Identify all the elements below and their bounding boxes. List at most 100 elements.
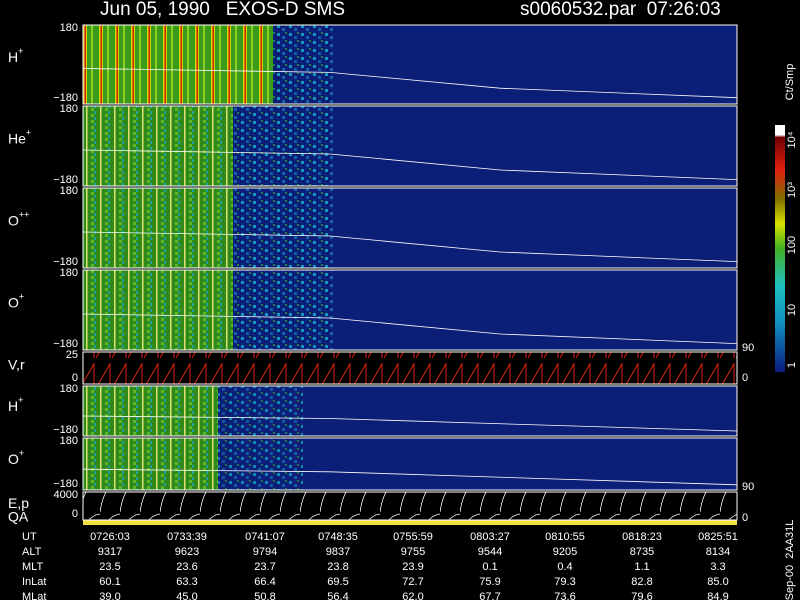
row-label: UT xyxy=(22,531,37,543)
y-tick-label: 180 xyxy=(60,103,78,115)
cell: 23.7 xyxy=(254,561,275,573)
panel-label-base: E,p xyxy=(8,494,29,510)
right-axis-label: 0 xyxy=(742,512,748,524)
y-tick-label: −180 xyxy=(53,92,78,104)
cell: 69.5 xyxy=(327,576,348,588)
panels: H+180−180He+180−180O++180−180O+180−180V,… xyxy=(8,22,754,525)
cell: 56.4 xyxy=(327,591,348,600)
panel-label-base: O xyxy=(8,212,19,228)
cell: 9755 xyxy=(401,546,425,558)
panel-label-base: O xyxy=(8,294,19,310)
colorbar-unit: Ct/Smp xyxy=(784,64,796,101)
cell: 50.8 xyxy=(254,591,275,600)
cell: 85.0 xyxy=(707,576,728,588)
cell: 9623 xyxy=(175,546,199,558)
cell: 79.3 xyxy=(554,576,575,588)
colorbar-tick: 1 xyxy=(786,362,798,368)
cell: 75.9 xyxy=(479,576,500,588)
panel-label: V,r xyxy=(8,356,25,372)
cell: 3.3 xyxy=(710,561,725,573)
info-table: UT 0726:03 0733:39 0741:07 0748:35 0755:59 080… xyxy=(22,531,738,600)
panel-label-sup: + xyxy=(18,395,23,405)
y-tick-label: −180 xyxy=(53,338,78,350)
panel-label-sup: + xyxy=(19,292,24,302)
y-tick-label: −180 xyxy=(53,424,78,436)
panel-label: He+ xyxy=(8,128,31,146)
cell: 9837 xyxy=(326,546,350,558)
cell: 72.7 xyxy=(402,576,423,588)
cell: 39.0 xyxy=(99,591,120,600)
cell: 0818:23 xyxy=(622,531,662,543)
panel-label: H+ xyxy=(8,395,23,413)
panel-label-base: H xyxy=(8,49,18,65)
cell: 82.8 xyxy=(631,576,652,588)
cell: 23.9 xyxy=(402,561,423,573)
panel-frame xyxy=(82,187,738,269)
spectrum xyxy=(218,386,303,436)
y-tick-label: 180 xyxy=(60,267,78,279)
cell: 9317 xyxy=(98,546,122,558)
y-tick-label: 0 xyxy=(72,372,78,384)
trace xyxy=(82,68,738,99)
spectrum xyxy=(83,106,233,186)
y-tick-label: 4000 xyxy=(54,489,78,501)
trace xyxy=(82,415,738,432)
y-tick-label: 180 xyxy=(60,22,78,34)
spectrum xyxy=(233,270,333,350)
panel-label-sup: + xyxy=(26,128,31,138)
panel-label-base: He xyxy=(8,130,26,146)
cell: 0810:55 xyxy=(545,531,585,543)
trace xyxy=(82,231,738,262)
colorbar xyxy=(775,125,785,372)
qa-label: QA xyxy=(8,509,29,525)
panel-frame xyxy=(82,24,738,105)
y-tick-label: 180 xyxy=(60,185,78,197)
right-axis-label: 0 xyxy=(742,372,748,384)
panel-label: O+ xyxy=(8,292,24,310)
spectrum xyxy=(273,25,333,104)
panel-frame xyxy=(82,351,738,385)
spectrum xyxy=(83,188,233,268)
arcs xyxy=(83,492,737,520)
panel-frame xyxy=(82,437,738,491)
cell: 63.3 xyxy=(176,576,197,588)
y-tick-label: 0 xyxy=(72,508,78,520)
cell: 1.1 xyxy=(634,561,649,573)
colorbar-tick: 10⁴ xyxy=(786,131,798,148)
spectrum xyxy=(83,270,233,350)
trace xyxy=(82,313,738,344)
right-axis-label: 90 xyxy=(742,481,754,493)
spectrum xyxy=(233,188,333,268)
qa-bar xyxy=(83,520,737,525)
row-label: InLat xyxy=(22,576,46,588)
row-label: MLat xyxy=(22,591,46,600)
panel-label-sup: + xyxy=(18,47,23,57)
cell: 0733:39 xyxy=(167,531,207,543)
spectrum xyxy=(83,438,218,490)
panel-frame xyxy=(82,385,738,437)
y-tick-label: 180 xyxy=(60,435,78,447)
colorbar-tick: 10³ xyxy=(786,182,798,198)
panel-label: H+ xyxy=(8,47,23,65)
panel-frame xyxy=(82,491,738,521)
cell: 60.1 xyxy=(99,576,120,588)
y-tick-label: 180 xyxy=(60,383,78,395)
y-tick-label: −180 xyxy=(53,478,78,490)
cell: 23.5 xyxy=(99,561,120,573)
panel-label-base: O xyxy=(8,451,19,467)
cell: 23.6 xyxy=(176,561,197,573)
cell: 73.6 xyxy=(554,591,575,600)
panel-label-sup: ++ xyxy=(19,210,30,220)
colorbar-tick: 10 xyxy=(786,304,798,316)
cell: 66.4 xyxy=(254,576,275,588)
cell: 0803:27 xyxy=(470,531,510,543)
panel-label-sup: + xyxy=(19,448,24,458)
file-label: s0060532.par 07:26:03 xyxy=(520,0,721,20)
cell: 9544 xyxy=(478,546,502,558)
spectrum xyxy=(83,386,218,436)
cell: 0825:51 xyxy=(698,531,738,543)
colorbar-tick: 100 xyxy=(786,236,798,254)
panel-label: O+ xyxy=(8,448,24,466)
right-axis-label: 90 xyxy=(742,342,754,354)
